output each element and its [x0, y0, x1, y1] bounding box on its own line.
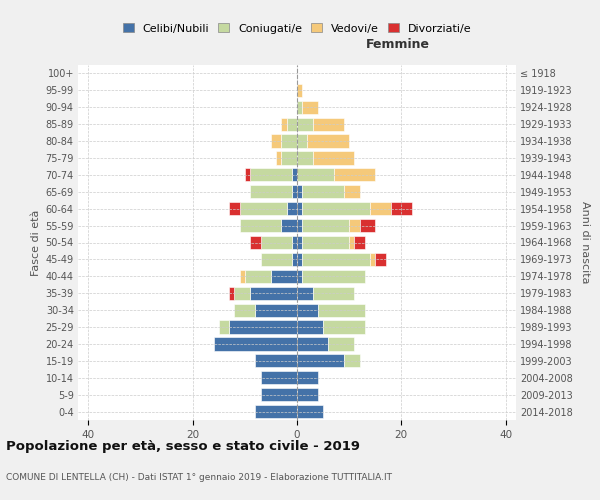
Bar [344, 185, 359, 198]
Bar [370, 202, 391, 215]
Y-axis label: Fasce di età: Fasce di età [31, 210, 41, 276]
Bar [250, 185, 292, 198]
Bar [292, 168, 297, 181]
Bar [297, 202, 302, 215]
Bar [318, 304, 365, 316]
Bar [239, 202, 287, 215]
Bar [271, 270, 297, 283]
Bar [260, 236, 292, 249]
Y-axis label: Anni di nascita: Anni di nascita [580, 201, 590, 284]
Bar [297, 270, 302, 283]
Bar [297, 100, 302, 114]
Bar [219, 320, 229, 334]
Bar [214, 338, 297, 350]
Bar [297, 236, 302, 249]
Bar [297, 354, 344, 368]
Bar [297, 388, 318, 401]
Bar [229, 202, 239, 215]
Bar [281, 134, 297, 147]
Bar [281, 219, 297, 232]
Bar [239, 270, 245, 283]
Bar [302, 100, 318, 114]
Bar [344, 354, 359, 368]
Bar [297, 152, 313, 164]
Bar [260, 388, 297, 401]
Bar [255, 304, 297, 316]
Bar [328, 338, 355, 350]
Bar [271, 134, 281, 147]
Bar [229, 320, 297, 334]
Bar [287, 202, 297, 215]
Bar [297, 304, 318, 316]
Bar [245, 270, 271, 283]
Bar [302, 270, 365, 283]
Bar [307, 134, 349, 147]
Bar [276, 152, 281, 164]
Bar [313, 152, 355, 164]
Bar [334, 168, 375, 181]
Bar [297, 118, 313, 131]
Bar [391, 202, 412, 215]
Bar [297, 320, 323, 334]
Bar [281, 118, 287, 131]
Bar [297, 185, 302, 198]
Bar [349, 219, 359, 232]
Bar [250, 236, 260, 249]
Bar [287, 118, 297, 131]
Bar [260, 371, 297, 384]
Bar [297, 371, 318, 384]
Bar [292, 236, 297, 249]
Bar [302, 253, 370, 266]
Bar [370, 253, 375, 266]
Bar [375, 253, 386, 266]
Bar [235, 304, 255, 316]
Bar [302, 185, 344, 198]
Bar [302, 236, 349, 249]
Bar [250, 286, 297, 300]
Bar [297, 253, 302, 266]
Bar [359, 219, 375, 232]
Bar [292, 253, 297, 266]
Bar [260, 253, 292, 266]
Bar [297, 168, 334, 181]
Bar [292, 185, 297, 198]
Text: COMUNE DI LENTELLA (CH) - Dati ISTAT 1° gennaio 2019 - Elaborazione TUTTITALIA.I: COMUNE DI LENTELLA (CH) - Dati ISTAT 1° … [6, 473, 392, 482]
Bar [302, 219, 349, 232]
Bar [313, 286, 355, 300]
Bar [255, 405, 297, 418]
Text: Femmine: Femmine [366, 38, 430, 51]
Bar [235, 286, 250, 300]
Bar [297, 286, 313, 300]
Bar [355, 236, 365, 249]
Bar [297, 405, 323, 418]
Bar [281, 152, 297, 164]
Bar [255, 354, 297, 368]
Bar [297, 84, 302, 97]
Bar [302, 202, 370, 215]
Bar [245, 168, 250, 181]
Bar [250, 168, 292, 181]
Bar [323, 320, 365, 334]
Bar [297, 219, 302, 232]
Bar [349, 236, 355, 249]
Bar [229, 286, 235, 300]
Bar [297, 338, 328, 350]
Bar [297, 134, 307, 147]
Bar [239, 219, 281, 232]
Text: Popolazione per età, sesso e stato civile - 2019: Popolazione per età, sesso e stato civil… [6, 440, 360, 453]
Legend: Celibi/Nubili, Coniugati/e, Vedovi/e, Divorziati/e: Celibi/Nubili, Coniugati/e, Vedovi/e, Di… [121, 21, 473, 35]
Bar [313, 118, 344, 131]
